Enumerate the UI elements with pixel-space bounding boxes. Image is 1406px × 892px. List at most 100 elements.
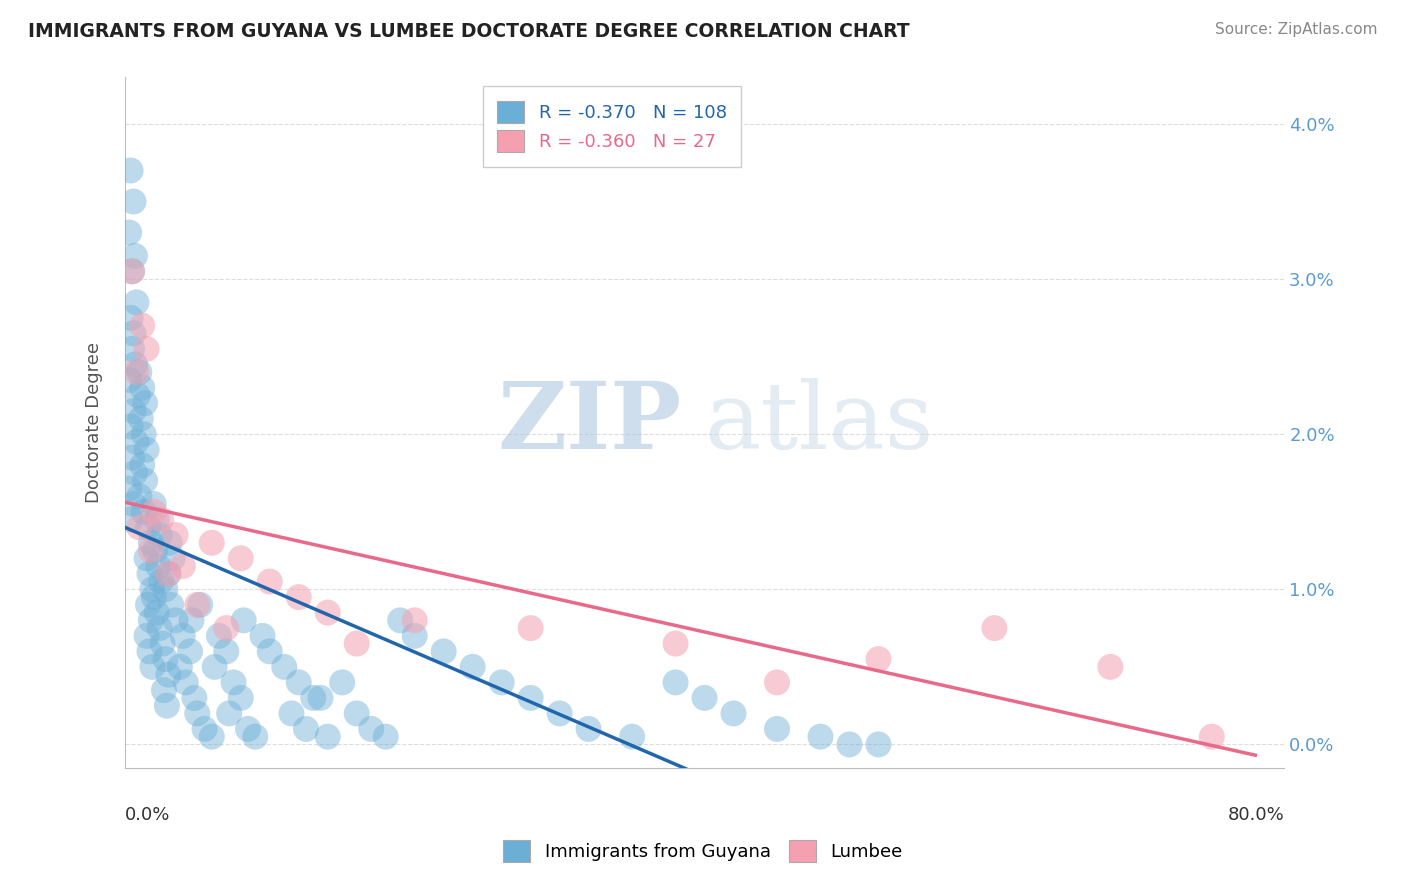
Legend: R = -0.370   N = 108, R = -0.360   N = 27: R = -0.370 N = 108, R = -0.360 N = 27 [482,87,741,167]
Point [309,690,332,705]
Point [766,722,789,736]
Text: IMMIGRANTS FROM GUYANA VS LUMBEE DOCTORATE DEGREE CORRELATION CHART: IMMIGRANTS FROM GUYANA VS LUMBEE DOCTORA… [28,22,910,41]
Point [180,613,202,627]
Point [120,419,142,434]
Point [121,342,143,356]
Point [157,566,180,581]
Point [208,629,231,643]
Point [138,566,160,581]
Text: ZIP: ZIP [498,377,682,467]
Point [201,536,224,550]
Point [165,528,187,542]
Point [139,543,162,558]
Point [141,660,163,674]
Point [139,536,162,550]
Point [621,730,644,744]
Point [128,489,150,503]
Point [1201,730,1223,744]
Point [125,434,148,449]
Point [404,629,426,643]
Point [287,590,309,604]
Point [124,358,146,372]
Point [664,637,686,651]
Y-axis label: Doctorate Degree: Doctorate Degree [86,342,103,503]
Point [121,450,143,465]
Point [346,706,368,721]
Point [131,318,153,333]
Point [287,675,309,690]
Point [122,326,145,341]
Point [160,598,183,612]
Point [273,660,295,674]
Point [983,621,1005,635]
Point [316,730,339,744]
Point [179,644,201,658]
Point [193,722,215,736]
Point [188,598,211,612]
Point [155,652,177,666]
Point [172,559,194,574]
Point [578,722,600,736]
Point [810,730,832,744]
Point [146,559,169,574]
Point [693,690,716,705]
Point [186,598,208,612]
Point [169,660,191,674]
Point [134,474,156,488]
Point [316,606,339,620]
Point [259,644,281,658]
Point [143,543,166,558]
Point [159,536,181,550]
Point [118,226,141,240]
Point [360,722,382,736]
Legend: Immigrants from Guyana, Lumbee: Immigrants from Guyana, Lumbee [496,833,910,870]
Point [346,637,368,651]
Point [135,551,157,566]
Point [121,264,143,278]
Point [868,652,890,666]
Point [519,690,541,705]
Point [1099,660,1122,674]
Point [157,566,180,581]
Point [433,644,456,658]
Point [404,613,426,627]
Point [157,667,180,681]
Point [118,373,141,387]
Point [118,482,141,496]
Point [153,683,176,698]
Point [295,722,318,736]
Point [142,497,165,511]
Point [131,381,153,395]
Point [150,512,173,526]
Point [165,613,187,627]
Point [135,442,157,457]
Point [122,497,145,511]
Text: 0.0%: 0.0% [125,805,170,823]
Point [259,574,281,589]
Point [232,613,254,627]
Point [149,621,172,635]
Point [236,722,259,736]
Point [129,411,152,425]
Point [766,675,789,690]
Point [121,264,143,278]
Point [122,404,145,418]
Point [132,505,155,519]
Point [491,675,513,690]
Point [125,365,148,379]
Point [120,512,142,526]
Point [229,690,252,705]
Point [723,706,745,721]
Point [134,396,156,410]
Point [131,458,153,473]
Point [124,466,146,480]
Point [136,520,159,534]
Point [374,730,396,744]
Point [145,512,167,526]
Point [138,644,160,658]
Point [156,698,179,713]
Point [172,629,194,643]
Point [150,574,173,589]
Point [215,644,238,658]
Point [174,675,197,690]
